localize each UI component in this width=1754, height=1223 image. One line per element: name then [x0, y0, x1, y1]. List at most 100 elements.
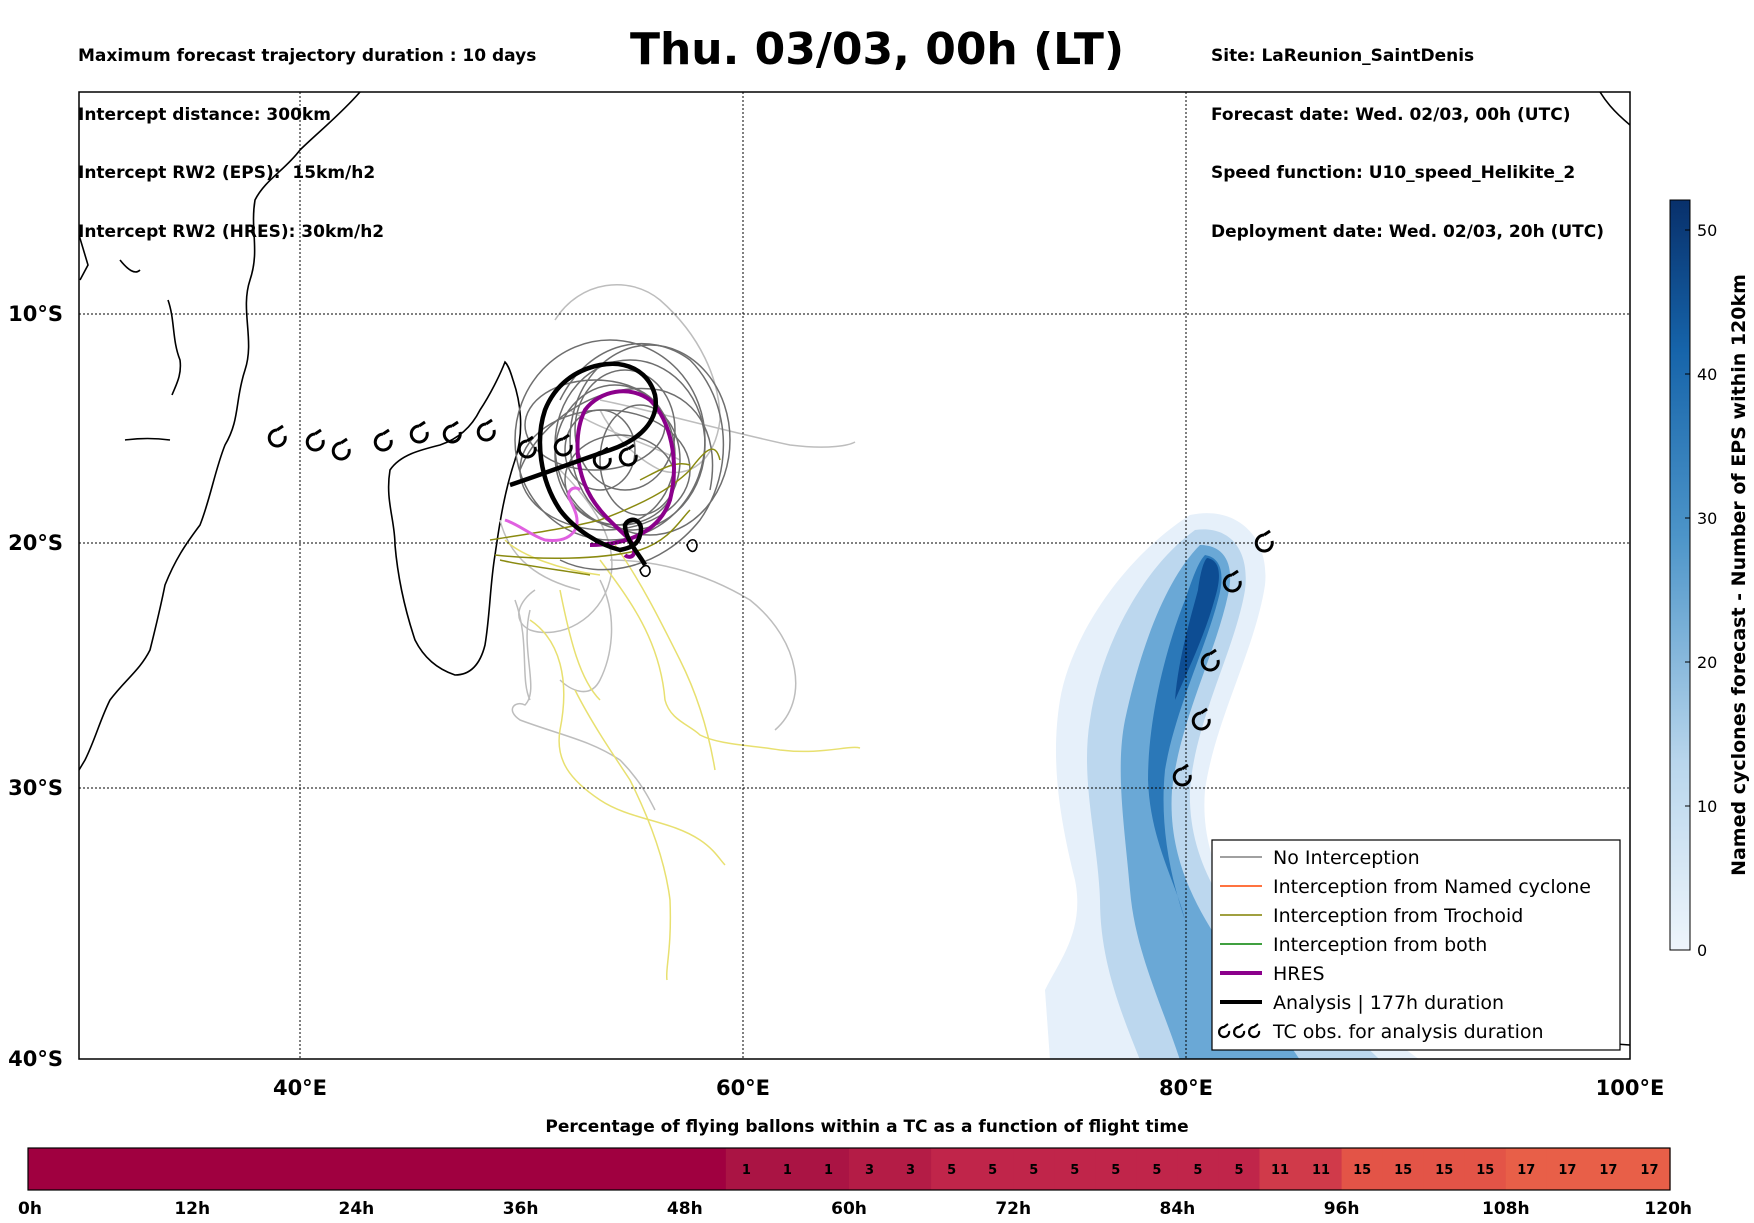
- trochoid-intercept-trajectories: [489, 448, 721, 576]
- timebar-frame: [27, 1147, 1671, 1191]
- timebar-tick-label: 96h: [1324, 1199, 1360, 1219]
- timebar-cell-value: 15: [1353, 1163, 1371, 1178]
- colorbar-tick-label: 20: [1697, 653, 1717, 672]
- map-frame: [78, 91, 1631, 1060]
- header-left-line: Intercept RW2 (HRES): 30km/h2: [78, 221, 385, 242]
- header-right: Site: LaReunion_SaintDenis Forecast date…: [1211, 8, 1604, 262]
- legend-label: Interception from Named cyclone: [1273, 876, 1591, 898]
- timebar-cell-value: 17: [1640, 1163, 1658, 1178]
- header-right-line: Speed function: U10_speed_Helikite_2: [1211, 163, 1576, 183]
- analysis-track: [509, 361, 659, 567]
- colorbar-gradient: [1669, 199, 1691, 951]
- hres-secondary-track: [504, 486, 582, 542]
- timebar-cell: [1546, 1148, 1589, 1190]
- header-right-line: Site: LaReunion_SaintDenis: [1211, 46, 1475, 66]
- legend-label: Analysis | 177h duration: [1273, 992, 1504, 1014]
- timebar-cell: [1505, 1148, 1548, 1190]
- timebar-cell-value: 17: [1558, 1163, 1576, 1178]
- timebar-ticks: 0h 12h 24h 36h 48h 60h 72h 84h 96h 108h 120h: [18, 1199, 1692, 1219]
- tc-obs-marker: [1172, 763, 1192, 787]
- tc-obs-marker: [409, 420, 429, 444]
- legend-swatch-tc-obs: [1218, 1023, 1261, 1039]
- flight-time-bar: Percentage of flying ballons within a TC…: [18, 1117, 1692, 1219]
- timebar-cell: [1300, 1148, 1343, 1190]
- timebar-cell-value: 5: [1070, 1163, 1079, 1178]
- timebar-tick-label: 24h: [339, 1199, 375, 1219]
- timebar-cell-value: 15: [1394, 1163, 1412, 1178]
- timebar-cell: [602, 1148, 645, 1190]
- timebar-title: Percentage of flying ballons within a TC…: [545, 1117, 1188, 1137]
- lon-tick-label: 40°E: [273, 1076, 327, 1100]
- timebar-cell: [1136, 1148, 1178, 1190]
- colorbar-tick-label: 30: [1697, 509, 1717, 528]
- lat-tick-label: 40°S: [8, 1047, 63, 1071]
- timebar-cell: [684, 1148, 727, 1190]
- tc-obs-marker: [373, 428, 393, 452]
- timebar-tick-label: 60h: [831, 1199, 867, 1219]
- tc-obs-marker: [442, 420, 462, 444]
- legend-label: No Interception: [1273, 847, 1420, 869]
- colorbar-tick-label: 40: [1697, 365, 1717, 384]
- timebar-cell: [1464, 1148, 1507, 1190]
- timebar-cell: [28, 1148, 70, 1190]
- lat-tick-label: 20°S: [8, 531, 63, 555]
- timebar-cell: [1423, 1148, 1466, 1190]
- colorbar-label: Named cyclones forecast - Number of EPS …: [1728, 274, 1750, 876]
- header-right-line: Forecast date: Wed. 02/03, 00h (UTC): [1211, 104, 1571, 125]
- tc-obs-markers: [267, 418, 1274, 787]
- timebar-cell-value: 11: [1271, 1163, 1289, 1178]
- eps-trajectories-yellow: [504, 539, 861, 981]
- timebar-cell-value: 3: [906, 1163, 915, 1178]
- timebar-cell-value: 5: [1029, 1163, 1038, 1178]
- timebar-cell: [972, 1148, 1014, 1190]
- timebar-cell-value: 5: [1193, 1163, 1202, 1178]
- timebar-tick-label: 120h: [1644, 1199, 1692, 1219]
- timebar-cell-value: 15: [1435, 1163, 1453, 1178]
- timebar-cell-value: 5: [1234, 1163, 1243, 1178]
- tc-obs-marker: [305, 428, 325, 452]
- colorbar-tick-label: 0: [1697, 941, 1707, 960]
- timebar-cell: [1382, 1148, 1425, 1190]
- timebar-cell: [1013, 1148, 1055, 1190]
- timebar-cell: [110, 1148, 152, 1190]
- timebar-cell-value: 5: [947, 1163, 956, 1178]
- timebar-cell: [479, 1148, 522, 1190]
- timebar-cell-value: 1: [824, 1163, 833, 1178]
- timebar-cell-value: 15: [1476, 1163, 1494, 1178]
- tc-obs-marker: [1191, 707, 1211, 731]
- legend-label: TC obs. for analysis duration: [1272, 1021, 1544, 1043]
- timebar-cells: 1 1 1 3 3 5 5 5 5 5 5 5 5 11 11 15 15 15 15 17 17 17 17: [28, 1148, 1671, 1190]
- tc-obs-marker: [331, 437, 351, 461]
- timebar-tick-label: 0h: [18, 1199, 42, 1219]
- timebar-cell: [69, 1148, 111, 1190]
- timebar-cell: [397, 1148, 440, 1190]
- legend-label: HRES: [1273, 963, 1325, 985]
- legend-label: Interception from Trochoid: [1273, 905, 1523, 927]
- page-title: Thu. 03/03, 00h (LT): [629, 24, 1125, 75]
- timebar-cell-value: 5: [1111, 1163, 1120, 1178]
- legend-label: Interception from both: [1273, 934, 1487, 956]
- header-left-line: Intercept RW2 (EPS): 15km/h2: [78, 163, 376, 183]
- colorbar-tick-label: 50: [1697, 221, 1717, 240]
- timebar-tick-label: 12h: [174, 1199, 210, 1219]
- timebar-cell: [1628, 1148, 1671, 1190]
- timebar-cell: [151, 1148, 193, 1190]
- timebar-cell: [1054, 1148, 1096, 1190]
- lon-tick-label: 80°E: [1159, 1076, 1213, 1100]
- header-left-line: Intercept distance: 300km: [78, 104, 331, 125]
- timebar-cell-value: 1: [783, 1163, 792, 1178]
- timebar-tick-label: 48h: [667, 1199, 703, 1219]
- timebar-cell: [520, 1148, 563, 1190]
- timebar-cell: [1177, 1148, 1220, 1190]
- timebar-cell: [807, 1148, 850, 1190]
- timebar-cell: [233, 1148, 275, 1190]
- timebar-cell-value: 5: [988, 1163, 997, 1178]
- timebar-cell: [1095, 1148, 1137, 1190]
- axis-labels: 40°E 60°E 80°E 100°E 10°S 20°S 30°S 40°S: [8, 302, 1664, 1100]
- timebar-cell: [315, 1148, 357, 1190]
- tc-obs-marker: [592, 446, 612, 470]
- timebar-cell: [438, 1148, 481, 1190]
- timebar-cell-value: 5: [1152, 1163, 1161, 1178]
- map-legend: No Interception Interception from Named …: [1211, 839, 1621, 1051]
- lon-tick-label: 60°E: [716, 1076, 770, 1100]
